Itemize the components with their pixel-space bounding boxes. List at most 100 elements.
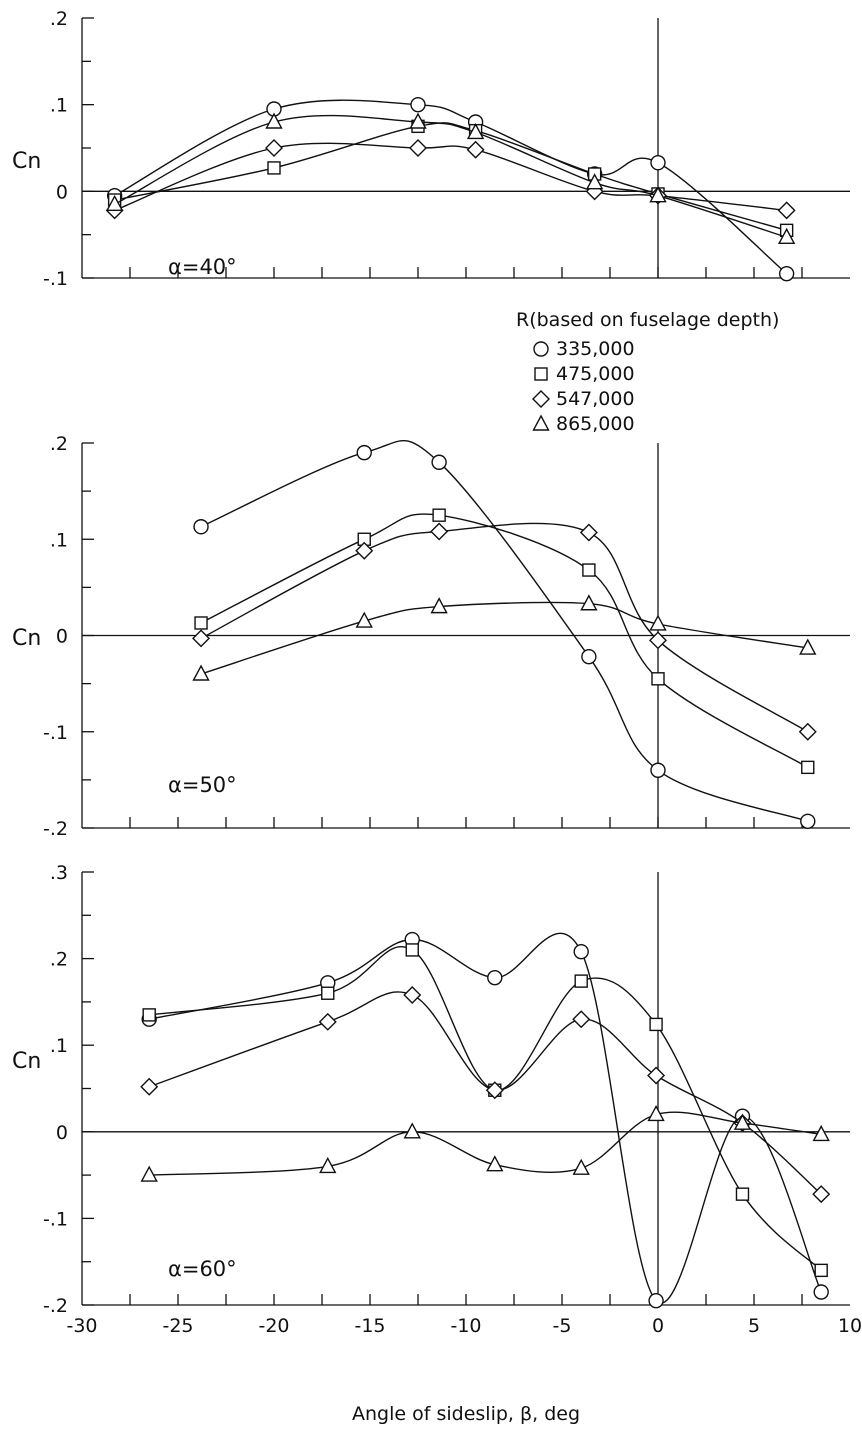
data-point-triangle	[140, 1165, 158, 1182]
data-point-triangle	[585, 173, 604, 190]
data-point-circle	[813, 1284, 829, 1300]
data-point-triangle	[409, 112, 427, 129]
x-tick-label: 0	[652, 1315, 664, 1337]
series-line	[200, 522, 809, 733]
data-point-triangle	[403, 1122, 421, 1139]
legend-marker-square	[534, 367, 548, 381]
y-axis-label: Cn	[12, 149, 41, 174]
data-point-square	[267, 161, 281, 175]
data-point-diamond	[466, 140, 485, 159]
y-tick-label: .1	[50, 95, 68, 117]
x-axis-label: Angle of sideslip, β, deg	[352, 1403, 580, 1425]
data-point-square	[574, 974, 588, 988]
data-point-square	[735, 1187, 750, 1201]
data-point-square	[582, 563, 596, 577]
y-tick-label: .3	[50, 862, 68, 884]
data-point-diamond	[777, 201, 796, 220]
alpha-annotation: α=50°	[168, 773, 237, 797]
y-axis-label: Cn	[12, 1049, 41, 1074]
y-tick-label: .1	[50, 1035, 68, 1057]
series-triangle	[105, 112, 796, 244]
y-tick-label: -.2	[43, 1295, 68, 1317]
y-tick-label: 0	[56, 1122, 68, 1144]
series-triangle	[140, 1104, 830, 1182]
data-point-diamond	[798, 722, 817, 741]
y-tick-label: 0	[56, 181, 68, 203]
data-point-square	[432, 508, 446, 522]
data-point-square	[649, 1017, 663, 1032]
alpha-annotation: α=60°	[168, 1257, 237, 1281]
data-point-square	[321, 986, 335, 1000]
legend: R(based on fuselage depth) 335,000 475,00…	[516, 309, 779, 435]
legend-marker-circle	[533, 341, 549, 357]
x-tick-label: -25	[162, 1315, 193, 1337]
data-point-diamond	[572, 1010, 591, 1029]
data-point-diamond	[265, 139, 283, 157]
data-point-triangle	[649, 614, 667, 631]
panel-2: -.2 -.1 0 .1 .2 Cn α=50°	[12, 433, 850, 840]
panel-3: -.2 -.1 0 .1 .2 .3 -30 -25 -20 -15 -10 -5 0 5 10 Cn α=60…	[12, 862, 862, 1425]
series-square	[194, 508, 815, 775]
legend-marker-triangle	[532, 414, 550, 431]
data-point-square	[142, 1008, 156, 1022]
legend-title: R(based on fuselage depth)	[516, 309, 779, 331]
data-point-diamond	[485, 1081, 504, 1100]
data-point-triangle	[192, 664, 210, 681]
x-tick-label: -20	[258, 1315, 289, 1337]
data-point-triangle	[799, 638, 817, 655]
series-line	[114, 122, 787, 231]
data-point-triangle	[649, 186, 667, 203]
data-point-diamond	[649, 631, 667, 650]
y-tick-label: -.1	[43, 268, 68, 290]
data-point-square	[405, 943, 419, 957]
series-line	[149, 932, 822, 1304]
data-point-square	[651, 672, 665, 686]
series-circle	[193, 439, 816, 829]
data-point-triangle	[466, 122, 485, 140]
x-tick-label: 10	[838, 1315, 862, 1337]
series-diamond	[140, 985, 831, 1204]
series-line	[114, 114, 787, 238]
x-tick-label: -10	[450, 1315, 481, 1337]
data-point-circle	[650, 155, 666, 171]
series-line	[200, 513, 809, 769]
data-point-circle	[356, 444, 372, 461]
series-line	[200, 439, 809, 822]
legend-marker-diamond	[532, 390, 550, 408]
x-tick-label: -15	[354, 1315, 385, 1337]
data-point-diamond	[192, 629, 211, 648]
series-triangle	[192, 594, 817, 681]
data-point-circle	[573, 943, 589, 960]
data-point-circle	[581, 648, 597, 665]
data-point-circle	[431, 454, 447, 470]
x-tick-label: -30	[66, 1315, 97, 1337]
legend-label: 547,000	[556, 388, 635, 410]
data-point-circle	[487, 969, 503, 986]
data-point-diamond	[403, 985, 422, 1004]
series-diamond	[192, 522, 817, 741]
data-point-diamond	[355, 541, 374, 560]
data-point-diamond	[579, 523, 598, 542]
y-tick-label: -.2	[43, 818, 68, 840]
y-tick-label: 0	[56, 626, 68, 648]
x-tick-label: 5	[748, 1315, 760, 1337]
series-line	[114, 99, 788, 275]
legend-label: 865,000	[556, 413, 635, 435]
data-point-triangle	[355, 611, 373, 628]
y-tick-label: .2	[50, 949, 68, 971]
legend-label: 475,000	[556, 363, 635, 385]
y-tick-label: -.1	[43, 722, 68, 744]
data-point-circle	[650, 762, 666, 778]
data-point-triangle	[319, 1156, 337, 1174]
data-point-triangle	[812, 1124, 830, 1142]
y-axis-label: Cn	[12, 626, 41, 651]
data-point-triangle	[265, 112, 283, 129]
y-tick-label: .1	[50, 529, 68, 551]
data-point-diamond	[647, 1066, 666, 1085]
data-point-triangle	[647, 1104, 665, 1122]
data-point-triangle	[430, 597, 448, 614]
series-square	[142, 943, 828, 1278]
data-point-diamond	[318, 1012, 337, 1031]
data-point-triangle	[486, 1155, 504, 1172]
